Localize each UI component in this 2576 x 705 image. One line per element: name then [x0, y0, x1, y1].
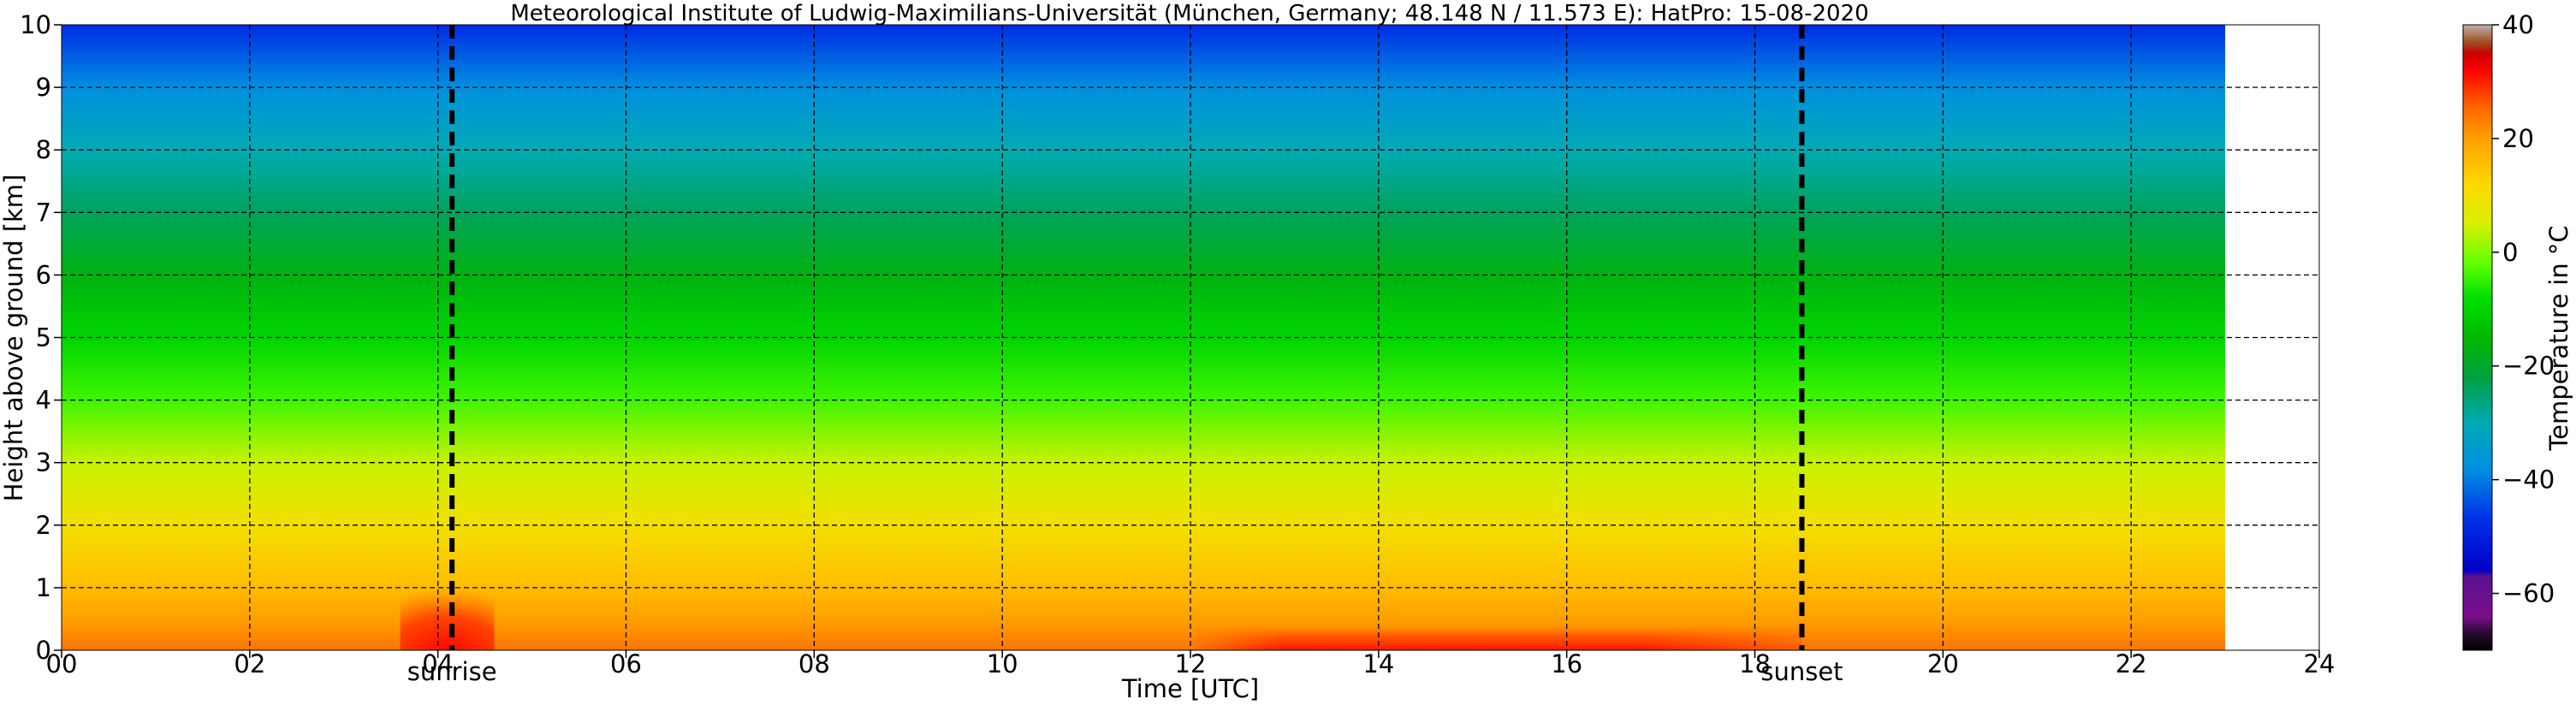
colorbar-tick-label: −20 — [2502, 352, 2555, 381]
plot-area — [62, 25, 2319, 650]
x-tick-label: 08 — [798, 649, 830, 678]
x-tick-label: 12 — [1175, 649, 1207, 678]
y-tick-label: 1 — [36, 573, 51, 602]
x-axis-ticks: 00 02 04 06 08 10 12 14 16 18 20 22 24 — [46, 649, 2336, 678]
y-tick-label: 5 — [36, 323, 51, 352]
warm-area-afternoon — [1190, 625, 1802, 650]
x-tick-label: 04 — [422, 649, 454, 678]
colorbar-ticks: 40 20 0 −20 −40 −60 — [2492, 10, 2555, 608]
colorbar-tick-label: 40 — [2502, 10, 2534, 39]
y-axis-label: Height above ground [km] — [0, 175, 28, 502]
x-tick-label: 20 — [1927, 649, 1959, 678]
y-tick-label: 9 — [36, 73, 51, 102]
x-tick-label: 18 — [1739, 649, 1771, 678]
colorbar-tick-label: −60 — [2502, 579, 2555, 608]
colorbar: 40 20 0 −20 −40 −60 Temperature in °C — [2462, 10, 2573, 651]
x-tick-label: 02 — [234, 649, 265, 678]
colorbar-label: Temperature in °C — [2544, 225, 2573, 451]
x-tick-label: 10 — [987, 649, 1018, 678]
x-tick-label: 16 — [1551, 649, 1582, 678]
grid-lines — [62, 25, 2319, 650]
y-tick-label: 0 — [36, 636, 51, 665]
colorbar-rect — [2462, 24, 2493, 651]
y-tick-label: 3 — [36, 448, 51, 477]
event-label-sunrise: sunrise — [407, 657, 497, 686]
y-axis-ticks: 0 1 2 3 4 5 6 7 8 9 10 — [20, 10, 62, 665]
x-tick-label: 00 — [46, 649, 78, 678]
y-tick-label: 6 — [36, 260, 51, 289]
x-axis-label: Time [UTC] — [1121, 674, 1259, 703]
event-labels: sunrise sunset — [407, 657, 1843, 686]
x-tick-label: 06 — [610, 649, 642, 678]
colorbar-tick-label: 0 — [2502, 238, 2518, 267]
event-lines — [449, 25, 1805, 650]
colorbar-tick-label: −40 — [2502, 465, 2555, 495]
y-tick-label: 7 — [36, 198, 51, 227]
warm-area-sunrise — [400, 587, 495, 650]
event-label-sunset: sunset — [1760, 657, 1843, 686]
x-tick-label: 22 — [2116, 649, 2147, 678]
y-tick-label: 2 — [36, 511, 51, 540]
y-tick-label: 10 — [20, 10, 51, 39]
y-tick-label: 8 — [36, 135, 51, 164]
y-tick-label: 4 — [36, 386, 51, 415]
colorbar-tick-label: 20 — [2502, 124, 2534, 153]
x-tick-label: 24 — [2304, 649, 2336, 678]
chart-title: Meteorological Institute of Ludwig-Maxim… — [510, 1, 1868, 27]
x-tick-label: 14 — [1362, 649, 1394, 678]
